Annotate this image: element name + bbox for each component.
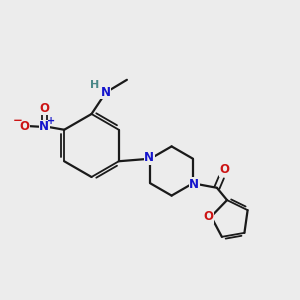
Text: O: O (204, 210, 214, 223)
Text: H: H (90, 80, 99, 90)
Text: O: O (39, 102, 49, 115)
Text: N: N (39, 120, 49, 133)
Text: N: N (101, 86, 111, 99)
Text: N: N (144, 151, 154, 164)
Text: O: O (19, 120, 29, 133)
Text: N: N (189, 178, 199, 191)
Text: +: + (47, 116, 55, 126)
Text: O: O (219, 163, 230, 176)
Text: −: − (13, 114, 22, 127)
